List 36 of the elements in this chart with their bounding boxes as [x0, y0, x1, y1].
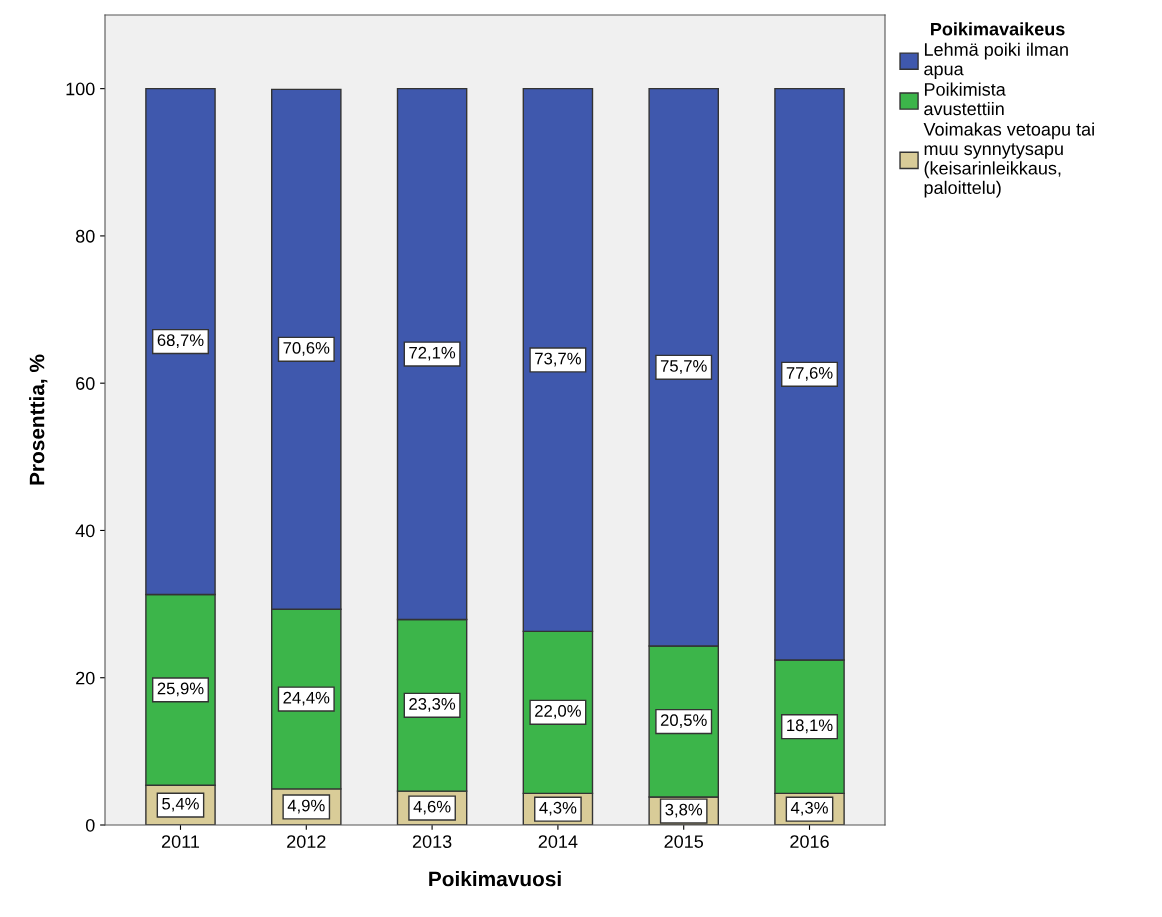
data-label: 77,6%	[786, 367, 833, 381]
data-label: 4,3%	[539, 801, 577, 816]
legend-title: Poikimavaikeus	[931, 22, 1065, 36]
data-label: 75,7%	[660, 360, 707, 374]
legend-label: Voimakas vetoapu tai muu synnytysapu (keisarinleikkaus, paloittelu)	[923, 122, 1094, 198]
x-tick-label: 2013	[412, 835, 452, 848]
data-label: 73,7%	[535, 352, 581, 367]
data-label: 22,0%	[535, 705, 581, 719]
data-label: 72,1%	[409, 346, 456, 361]
y-tick-label: 60	[76, 377, 95, 390]
data-label: 25,9%	[157, 682, 204, 697]
data-label: 3,8%	[665, 803, 703, 818]
x-axis-title: Poikimavuosi	[429, 871, 561, 887]
data-label: 4,3%	[790, 801, 828, 816]
data-label: 24,4%	[283, 691, 330, 706]
legend-label: Lehmä poiki ilman apua	[924, 42, 1068, 79]
data-label: 23,3%	[409, 698, 456, 712]
x-tick-label: 2015	[664, 835, 704, 848]
x-tick-label: 2016	[790, 835, 829, 848]
x-tick-label: 2014	[538, 835, 578, 848]
data-label: 4,6%	[413, 800, 451, 815]
data-label: 70,6%	[283, 341, 330, 356]
data-label: 68,7%	[157, 334, 204, 349]
y-tick-label: 20	[76, 671, 95, 685]
x-tick-label: 2012	[287, 835, 326, 848]
x-tick-label: 2011	[161, 835, 200, 848]
data-label: 5,4%	[162, 797, 199, 812]
legend-label: Poikimista avustettiin	[924, 82, 1006, 116]
y-tick-label: 100	[66, 82, 95, 96]
y-tick-label: 80	[75, 229, 95, 243]
data-label: 18,1%	[787, 719, 833, 734]
data-label: 20,5%	[660, 714, 707, 728]
y-tick-label: 40	[75, 524, 95, 538]
data-label: 4,9%	[287, 799, 325, 814]
y-axis-title: Prosenttia, %	[29, 354, 48, 485]
y-tick-label: 0	[85, 818, 95, 832]
